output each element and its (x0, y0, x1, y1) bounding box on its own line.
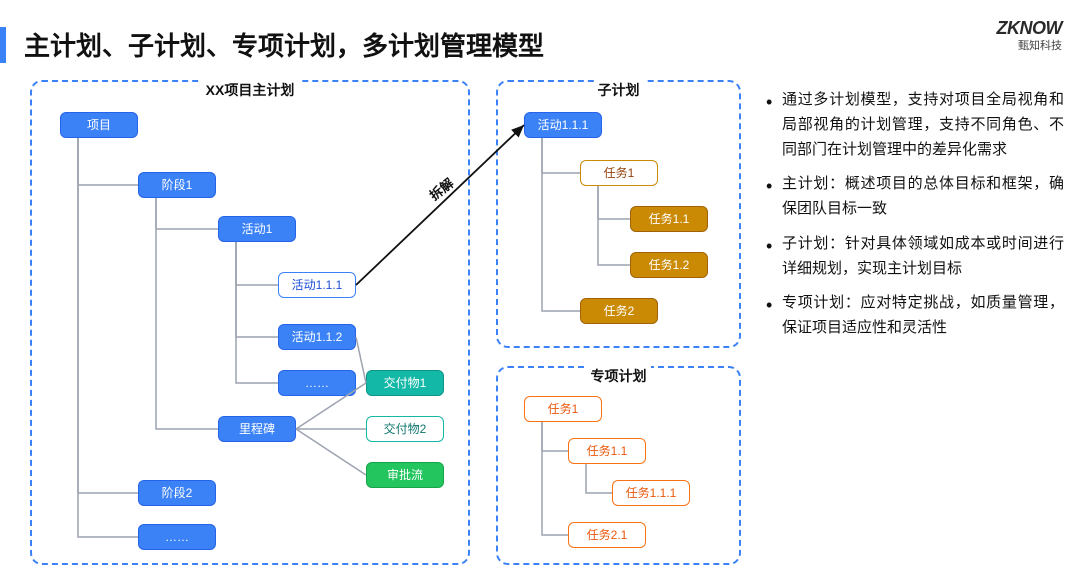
node-sp_t111: 任务1.1.1 (612, 480, 690, 506)
node-phase1: 阶段1 (138, 172, 216, 198)
panel-title: 专项计划 (587, 366, 651, 386)
node-task2: 任务2 (580, 298, 658, 324)
node-task11: 任务1.1 (630, 206, 708, 232)
page-title: 主计划、子计划、专项计划，多计划管理模型 (24, 26, 544, 63)
panel-title: XX项目主计划 (202, 80, 299, 100)
node-act111: 活动1.1.1 (278, 272, 356, 298)
node-sp_t1: 任务1 (524, 396, 602, 422)
node-milestone: 里程碑 (218, 416, 296, 442)
node-approval: 审批流 (366, 462, 444, 488)
bullet-item: 通过多计划模型，支持对项目全局视角和局部视角的计划管理，支持不同角色、不同部门在… (764, 88, 1064, 162)
title-bar: 主计划、子计划、专项计划，多计划管理模型 (0, 26, 544, 63)
bullet-item: 子计划：针对具体领域如成本或时间进行详细规划，实现主计划目标 (764, 232, 1064, 282)
logo: ZKNOW 甄知科技 (997, 18, 1062, 53)
bullet-item: 专项计划：应对特定挑战，如质量管理，保证项目适应性和灵活性 (764, 291, 1064, 341)
node-dots1: …… (278, 370, 356, 396)
bullet-list: 通过多计划模型，支持对项目全局视角和局部视角的计划管理，支持不同角色、不同部门在… (764, 88, 1064, 351)
logo-sub: 甄知科技 (997, 37, 1062, 53)
title-accent (0, 27, 6, 63)
node-task12: 任务1.2 (630, 252, 708, 278)
node-phase2: 阶段2 (138, 480, 216, 506)
panel-main: XX项目主计划 (30, 80, 470, 565)
node-task1: 任务1 (580, 160, 658, 186)
node-dots2: …… (138, 524, 216, 550)
panel-title: 子计划 (594, 80, 644, 100)
diagram-area: XX项目主计划 子计划专项计划 项目阶段1活动1 活动1.1.1 活动1.1.2 交付物1… (12, 80, 752, 570)
node-act1: 活动1 (218, 216, 296, 242)
node-act112: 活动1.1.2 (278, 324, 356, 350)
logo-brand: ZKNOW (997, 18, 1062, 39)
node-project: 项目 (60, 112, 138, 138)
node-sp_t11: 任务1.1 (568, 438, 646, 464)
node-deliver2: 交付物2 (366, 416, 444, 442)
node-deliver1: 交付物1 (366, 370, 444, 396)
node-sub_act: 活动1.1.1 (524, 112, 602, 138)
node-sp_t21: 任务2.1 (568, 522, 646, 548)
bullet-item: 主计划：概述项目的总体目标和框架，确保团队目标一致 (764, 172, 1064, 222)
